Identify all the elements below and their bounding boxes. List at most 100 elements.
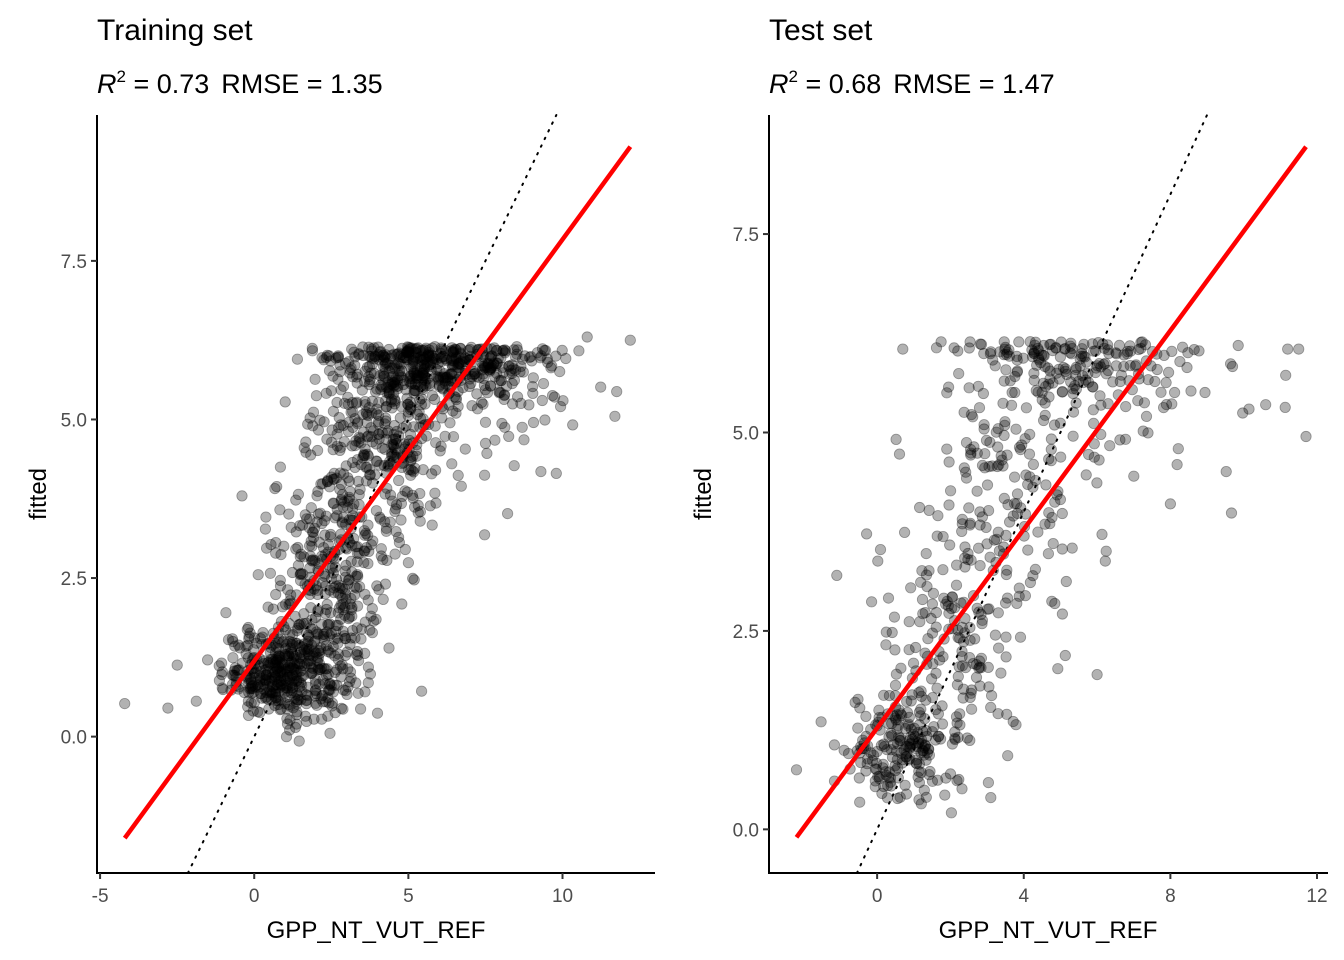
data-point xyxy=(345,555,357,568)
data-point xyxy=(1158,401,1170,414)
data-point xyxy=(365,343,377,355)
data-point xyxy=(288,658,300,670)
data-point xyxy=(1045,455,1057,467)
data-point xyxy=(260,511,272,523)
data-point xyxy=(414,412,427,424)
data-point xyxy=(354,483,366,495)
data-point xyxy=(302,635,314,647)
data-point xyxy=(352,649,364,662)
data-point xyxy=(906,689,918,701)
data-point xyxy=(407,572,419,585)
data-point xyxy=(240,640,252,652)
data-point xyxy=(493,385,505,398)
data-point xyxy=(978,423,990,435)
data-point xyxy=(491,345,503,357)
data-point xyxy=(388,380,400,392)
data-point xyxy=(952,345,964,357)
data-point xyxy=(379,351,391,364)
data-point xyxy=(308,522,321,535)
data-point xyxy=(926,598,939,610)
data-point xyxy=(269,666,281,679)
data-point xyxy=(385,396,397,408)
data-point xyxy=(1069,369,1082,381)
data-point xyxy=(922,743,935,755)
data-point xyxy=(485,362,497,374)
data-point xyxy=(1011,354,1023,366)
data-point xyxy=(368,342,380,354)
data-point xyxy=(447,431,460,443)
data-point xyxy=(328,679,340,691)
data-point xyxy=(405,370,418,382)
data-point xyxy=(495,374,507,387)
data-point xyxy=(928,721,940,733)
data-point xyxy=(418,353,430,365)
data-point xyxy=(404,396,416,408)
data-point xyxy=(305,661,317,673)
data-point xyxy=(1035,357,1047,369)
data-point xyxy=(1166,398,1178,410)
data-point xyxy=(345,604,358,616)
data-point xyxy=(363,341,375,353)
data-point xyxy=(280,638,292,651)
data-point xyxy=(272,636,285,649)
data-point xyxy=(390,503,402,515)
data-point xyxy=(229,640,241,652)
data-point xyxy=(881,744,893,756)
data-point xyxy=(245,683,257,695)
data-point xyxy=(359,399,371,411)
data-point xyxy=(378,351,390,363)
data-point xyxy=(351,569,364,581)
data-point xyxy=(281,680,293,692)
data-point xyxy=(498,389,510,401)
data-point xyxy=(401,341,414,353)
data-point xyxy=(468,368,480,380)
data-point xyxy=(1069,380,1081,392)
data-point xyxy=(386,378,398,390)
data-point xyxy=(920,569,933,581)
data-point xyxy=(1007,510,1019,522)
data-point xyxy=(286,639,298,651)
data-point xyxy=(312,485,324,497)
data-point xyxy=(573,345,585,357)
data-point xyxy=(259,674,271,686)
data-point xyxy=(389,505,401,517)
data-point xyxy=(393,536,405,549)
data-point xyxy=(232,664,244,676)
data-point xyxy=(362,529,374,542)
data-point xyxy=(359,588,371,600)
data-point xyxy=(288,652,300,665)
data-point xyxy=(270,653,282,665)
data-point xyxy=(554,400,567,413)
data-point xyxy=(976,459,989,471)
data-point xyxy=(1066,342,1078,355)
data-point xyxy=(244,681,256,694)
data-point xyxy=(362,661,374,673)
data-point xyxy=(878,740,891,753)
data-point xyxy=(425,364,437,376)
data-point xyxy=(1102,364,1114,377)
data-point xyxy=(1113,339,1126,351)
data-point xyxy=(932,730,945,743)
data-point xyxy=(277,636,289,649)
data-point xyxy=(1094,390,1106,402)
data-point xyxy=(790,764,803,776)
data-point xyxy=(361,431,374,443)
data-point xyxy=(321,598,333,611)
data-point xyxy=(278,687,291,699)
data-point xyxy=(322,474,334,486)
data-point xyxy=(316,576,329,589)
data-point xyxy=(285,646,297,659)
data-point xyxy=(216,682,228,694)
data-point xyxy=(989,629,1002,641)
data-point xyxy=(339,571,352,583)
data-point xyxy=(344,666,357,678)
data-point xyxy=(363,378,375,391)
data-point xyxy=(311,651,323,664)
data-point xyxy=(327,370,339,382)
data-point xyxy=(889,765,902,777)
data-point xyxy=(1158,349,1170,361)
data-point xyxy=(967,657,979,670)
data-point xyxy=(429,464,442,476)
data-point xyxy=(316,713,328,725)
